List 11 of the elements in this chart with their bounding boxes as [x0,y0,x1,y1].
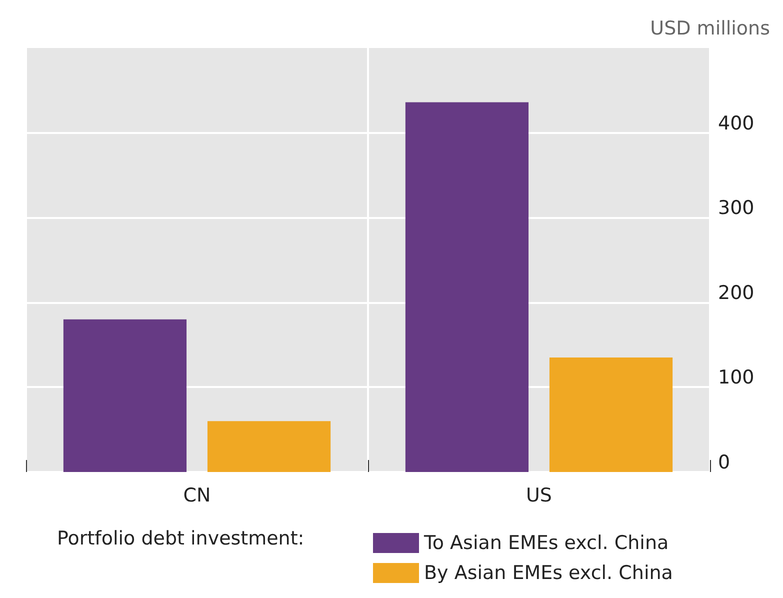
legend-label: By Asian EMEs excl. China [424,562,673,584]
y-tick-label: 400 [718,112,754,134]
y-tick-label: 0 [718,452,730,474]
y-tick-label: 100 [718,366,754,389]
legend-label: To Asian EMEs excl. China [423,532,669,554]
y-tick-label: 300 [718,197,754,220]
x-tick-label: US [526,484,552,506]
x-tick-label: CN [183,484,211,506]
legend-title: Portfolio debt investment: [57,528,304,550]
y-tick-label: 200 [718,282,754,304]
y-axis-title: USD millions [650,18,770,40]
